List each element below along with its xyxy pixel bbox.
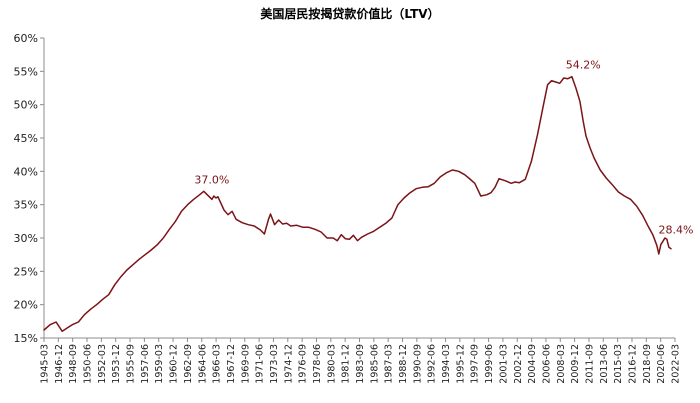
x-tick-label: 1992-06	[427, 344, 438, 384]
x-tick-label: 1985-06	[369, 344, 380, 384]
x-tick-label: 1971-06	[255, 344, 266, 384]
y-tick-label: 20%	[14, 299, 38, 312]
x-tick-label: 2020-06	[656, 344, 667, 384]
x-tick-label: 1964-06	[197, 344, 208, 384]
y-tick-label: 15%	[14, 332, 38, 345]
x-tick-label: 2008-03	[556, 344, 567, 384]
x-tick-label: 2001-03	[498, 344, 509, 384]
x-axis-ticks: 1945-03 1946-12 1948-09 1950-06 1952-03 1953-…	[40, 338, 682, 384]
x-tick-label: 1962-09	[183, 344, 194, 384]
y-tick-label: 45%	[14, 132, 38, 145]
x-tick-label: 2006-06	[541, 344, 552, 384]
y-tick-label: 50%	[14, 99, 38, 112]
x-tick-label: 2015-03	[613, 344, 624, 384]
x-tick-label: 1981-12	[341, 344, 352, 384]
chart-title: 美国居民按揭贷款价值比（LTV）	[260, 7, 440, 21]
y-tick-label: 40%	[14, 165, 38, 178]
x-tick-label: 2011-09	[584, 344, 595, 384]
x-tick-label: 2016-12	[627, 344, 638, 384]
annotation-label: 37.0%	[194, 173, 229, 186]
x-tick-label: 1945-03	[40, 344, 51, 384]
x-tick-label: 2004-09	[527, 344, 538, 384]
x-tick-label: 1973-03	[269, 344, 280, 384]
x-tick-label: 1995-12	[455, 344, 466, 384]
x-tick-label: 2013-06	[599, 344, 610, 384]
x-tick-label: 1948-09	[68, 344, 79, 384]
y-tick-label: 25%	[14, 265, 38, 278]
x-tick-label: 1990-09	[412, 344, 423, 384]
x-tick-label: 1953-12	[111, 344, 122, 384]
x-tick-label: 1959-03	[154, 344, 165, 384]
x-tick-label: 2022-03	[671, 344, 682, 384]
x-tick-label: 2018-09	[642, 344, 653, 384]
y-axis-ticks: 15% 20% 25% 30% 35% 40% 45% 50% 55% 60%	[14, 32, 44, 345]
x-tick-label: 2002-12	[513, 344, 524, 384]
x-tick-label: 1978-06	[312, 344, 323, 384]
x-tick-label: 1955-09	[126, 344, 137, 384]
x-tick-label: 1974-12	[283, 344, 294, 384]
x-tick-label: 1987-03	[384, 344, 395, 384]
x-tick-label: 1983-09	[355, 344, 366, 384]
x-tick-label: 1966-03	[212, 344, 223, 384]
y-tick-label: 60%	[14, 32, 38, 45]
series-group	[43, 75, 672, 333]
x-tick-label: 1967-12	[226, 344, 237, 384]
x-tick-label: 1969-09	[240, 344, 251, 384]
annotations: 37.0% 54.2% 28.4%	[194, 59, 693, 237]
x-tick-label: 1997-09	[470, 344, 481, 384]
y-tick-label: 55%	[14, 65, 38, 78]
x-tick-label: 2009-12	[570, 344, 581, 384]
x-tick-label: 1980-03	[326, 344, 337, 384]
annotation-label: 54.2%	[566, 59, 601, 72]
annotation-label: 28.4%	[659, 224, 694, 237]
x-tick-label: 1957-06	[140, 344, 151, 384]
series-line-0	[43, 75, 672, 333]
axes	[43, 38, 675, 339]
x-tick-label: 1960-12	[169, 344, 180, 384]
x-tick-label: 1950-06	[83, 344, 94, 384]
x-tick-label: 1952-03	[97, 344, 108, 384]
x-tick-label: 1994-03	[441, 344, 452, 384]
y-tick-label: 35%	[14, 199, 38, 212]
y-tick-label: 30%	[14, 232, 38, 245]
x-tick-label: 1988-12	[398, 344, 409, 384]
x-tick-label: 1946-12	[54, 344, 65, 384]
x-tick-label: 1976-09	[298, 344, 309, 384]
x-tick-label: 1999-06	[484, 344, 495, 384]
